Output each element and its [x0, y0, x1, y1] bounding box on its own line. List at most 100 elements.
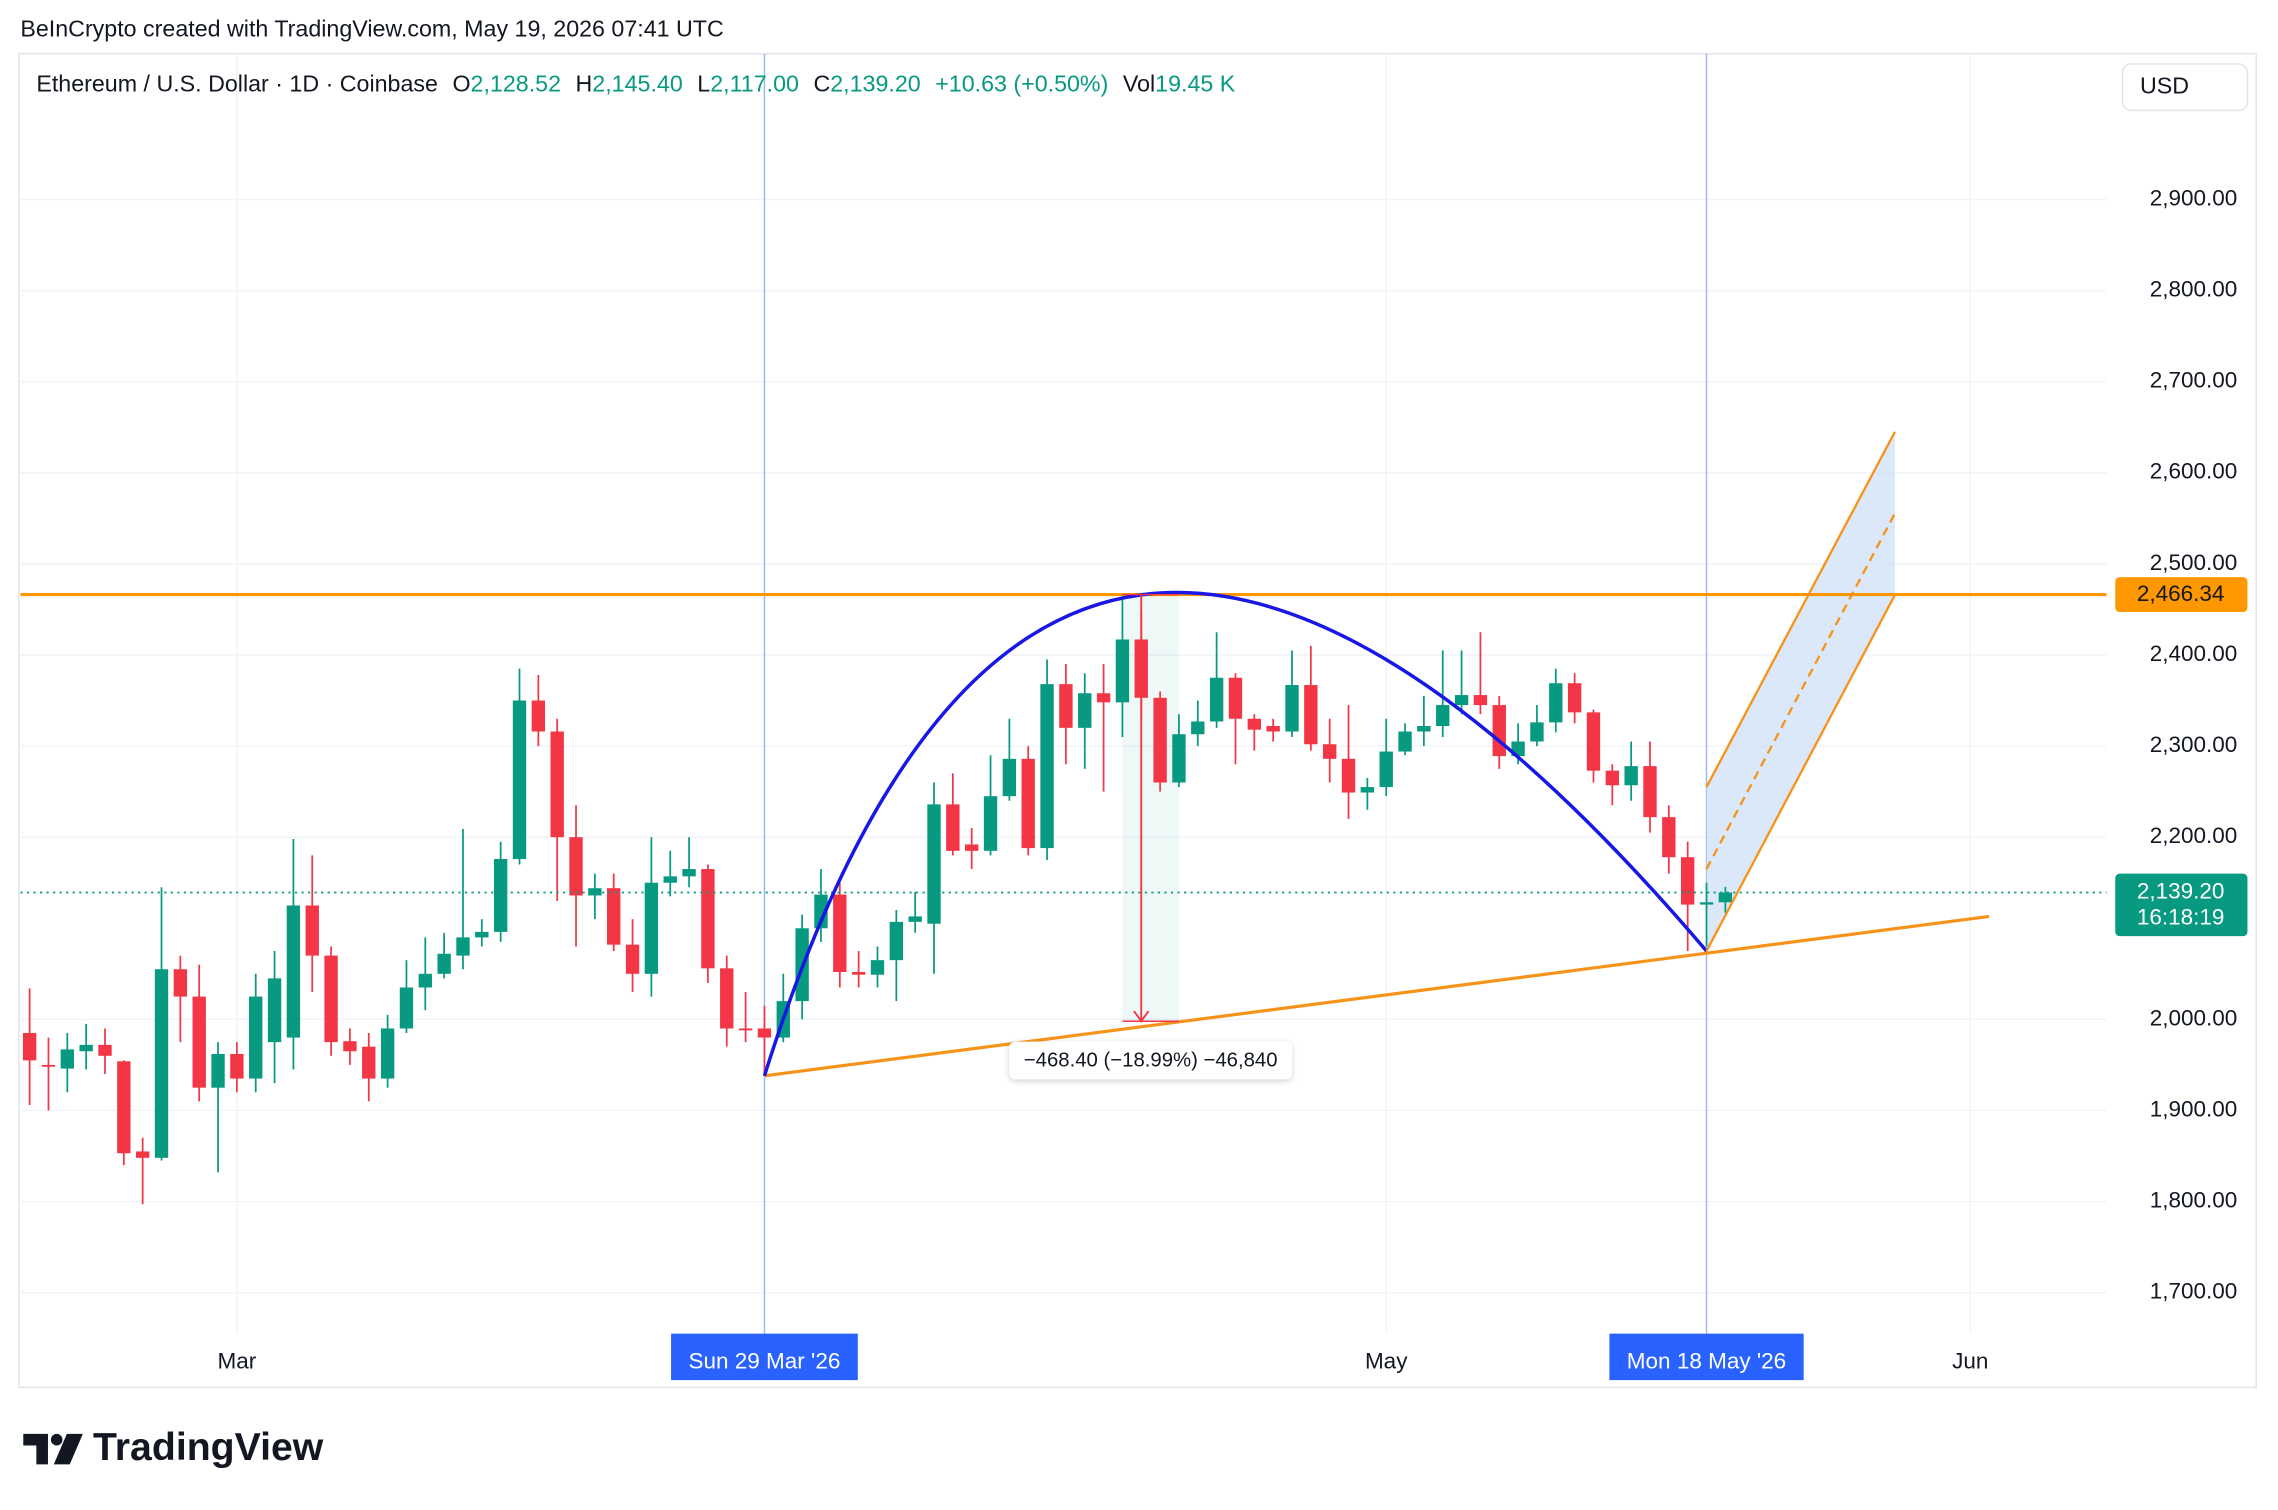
candle-body: [456, 937, 470, 956]
candle-body: [1323, 744, 1337, 759]
brand-logo: [23, 1433, 83, 1465]
y-tick-label: 2,700.00: [2150, 368, 2238, 393]
legend-key: C: [813, 71, 830, 97]
candle-body: [851, 971, 866, 975]
candle-body: [1285, 685, 1299, 732]
candle-body: [343, 1041, 357, 1052]
channel-upper: [1705, 431, 1896, 788]
candle-body: [682, 869, 696, 877]
candle-body: [512, 700, 527, 860]
candle-body: [588, 888, 602, 896]
legend-value: 19.45 K: [1155, 71, 1236, 97]
y-tick-label: 1,800.00: [2150, 1188, 2238, 1213]
candle-body: [569, 837, 583, 896]
y-tick-label: 2,300.00: [2150, 732, 2238, 757]
candle-body: [531, 700, 546, 732]
candle-body: [1417, 726, 1431, 732]
candle-body: [757, 1028, 772, 1038]
candle-body: [1680, 857, 1695, 905]
candle-body: [607, 888, 621, 945]
candle-body: [1662, 817, 1676, 858]
candle-body: [60, 1049, 74, 1069]
plot: [20, 431, 2107, 1205]
candle-body: [79, 1044, 93, 1052]
candle-body: [1096, 693, 1111, 703]
candle-body: [1436, 705, 1450, 727]
channel-mid: [1705, 512, 1896, 870]
candle-body: [154, 969, 169, 1158]
candle-body: [117, 1061, 131, 1154]
candle-body: [1586, 712, 1601, 771]
logo-shape: [23, 1433, 48, 1465]
candle-body: [286, 905, 301, 1038]
marker-label-box: [1609, 1333, 1804, 1381]
last-price-box: [2115, 873, 2248, 937]
x-tick-label: May: [1365, 1349, 1408, 1374]
candle-body: [1699, 902, 1714, 905]
candle-body: [1040, 684, 1054, 849]
candle-body: [1530, 722, 1544, 742]
marker-label: Mon 18 May '26: [1627, 1349, 1786, 1374]
currency-button[interactable]: [2121, 63, 2249, 112]
logo-shape: [53, 1433, 83, 1465]
candle-body: [324, 955, 338, 1043]
legend-key: Vol: [1123, 71, 1155, 97]
candle-body: [41, 1064, 56, 1067]
symbol: Ethereum / U.S. Dollar · 1D · Coinbase: [36, 71, 438, 97]
candle-body: [644, 882, 659, 974]
arc: [762, 590, 1708, 1077]
y-tick-label: 2,800.00: [2150, 277, 2238, 302]
candle-body: [946, 804, 960, 851]
candle-body: [1172, 734, 1186, 783]
candle-body: [1209, 677, 1224, 722]
candle-body: [1643, 766, 1657, 818]
y-tick-label: 2,200.00: [2150, 823, 2238, 848]
candle-body: [870, 960, 885, 975]
legend-key: O: [452, 71, 470, 97]
last-price-label: 2,139.20: [2137, 879, 2225, 904]
candle-body: [192, 996, 206, 1088]
candle-body: [211, 1053, 225, 1088]
candle-body: [362, 1046, 376, 1079]
grid: [20, 53, 2107, 1334]
candle-body: [1191, 721, 1205, 735]
legend-value: 2,117.00: [710, 71, 799, 97]
candle-body: [1379, 751, 1393, 788]
candle-body: [1718, 892, 1733, 903]
channel-lower: [1705, 594, 1896, 952]
candle-body: [173, 969, 188, 997]
legend-value: 2,139.20: [830, 71, 921, 97]
y-tick-label: 2,500.00: [2150, 550, 2238, 575]
legend-value: 2,145.40: [592, 71, 683, 97]
candle-body: [927, 804, 941, 924]
chart-frame: [18, 53, 2257, 1389]
candle-body: [1492, 705, 1506, 757]
candle-body: [267, 978, 282, 1043]
candle-body: [550, 731, 564, 838]
measure-label: −468.40 (−18.99%) −46,840: [1024, 1050, 1278, 1072]
x-tick-label: Jun: [1952, 1349, 1988, 1374]
channel-fill: [1706, 431, 1895, 952]
axes: 1,700.00 1,800.00 1,900.00 2,000.00 2,200.00…: [218, 185, 2248, 1381]
candle-body: [720, 968, 734, 1029]
currency[interactable]: USD: [2140, 72, 2189, 98]
x-tick-label: Mar: [218, 1349, 257, 1374]
candle-body: [1304, 685, 1318, 745]
candle-body: [1228, 677, 1243, 719]
candle-body: [625, 944, 640, 974]
y-tick-label: 2,600.00: [2150, 459, 2238, 484]
candle-body: [475, 931, 489, 938]
legend-change: +10.63 (+0.50%): [935, 71, 1108, 97]
measure-label-box: [1009, 1041, 1293, 1080]
logo-shape: [50, 1433, 63, 1446]
candle-body: [889, 921, 904, 961]
legend: Ethereum / U.S. Dollar · 1D · Coinbase O 2…: [36, 71, 1235, 97]
marker-label: Sun 29 Mar '26: [688, 1349, 840, 1374]
brand: TradingView: [93, 1425, 324, 1469]
candle-body: [701, 869, 715, 969]
candle-body: [1549, 683, 1563, 723]
candle-body: [1021, 758, 1035, 849]
legend-key: H: [576, 71, 593, 97]
